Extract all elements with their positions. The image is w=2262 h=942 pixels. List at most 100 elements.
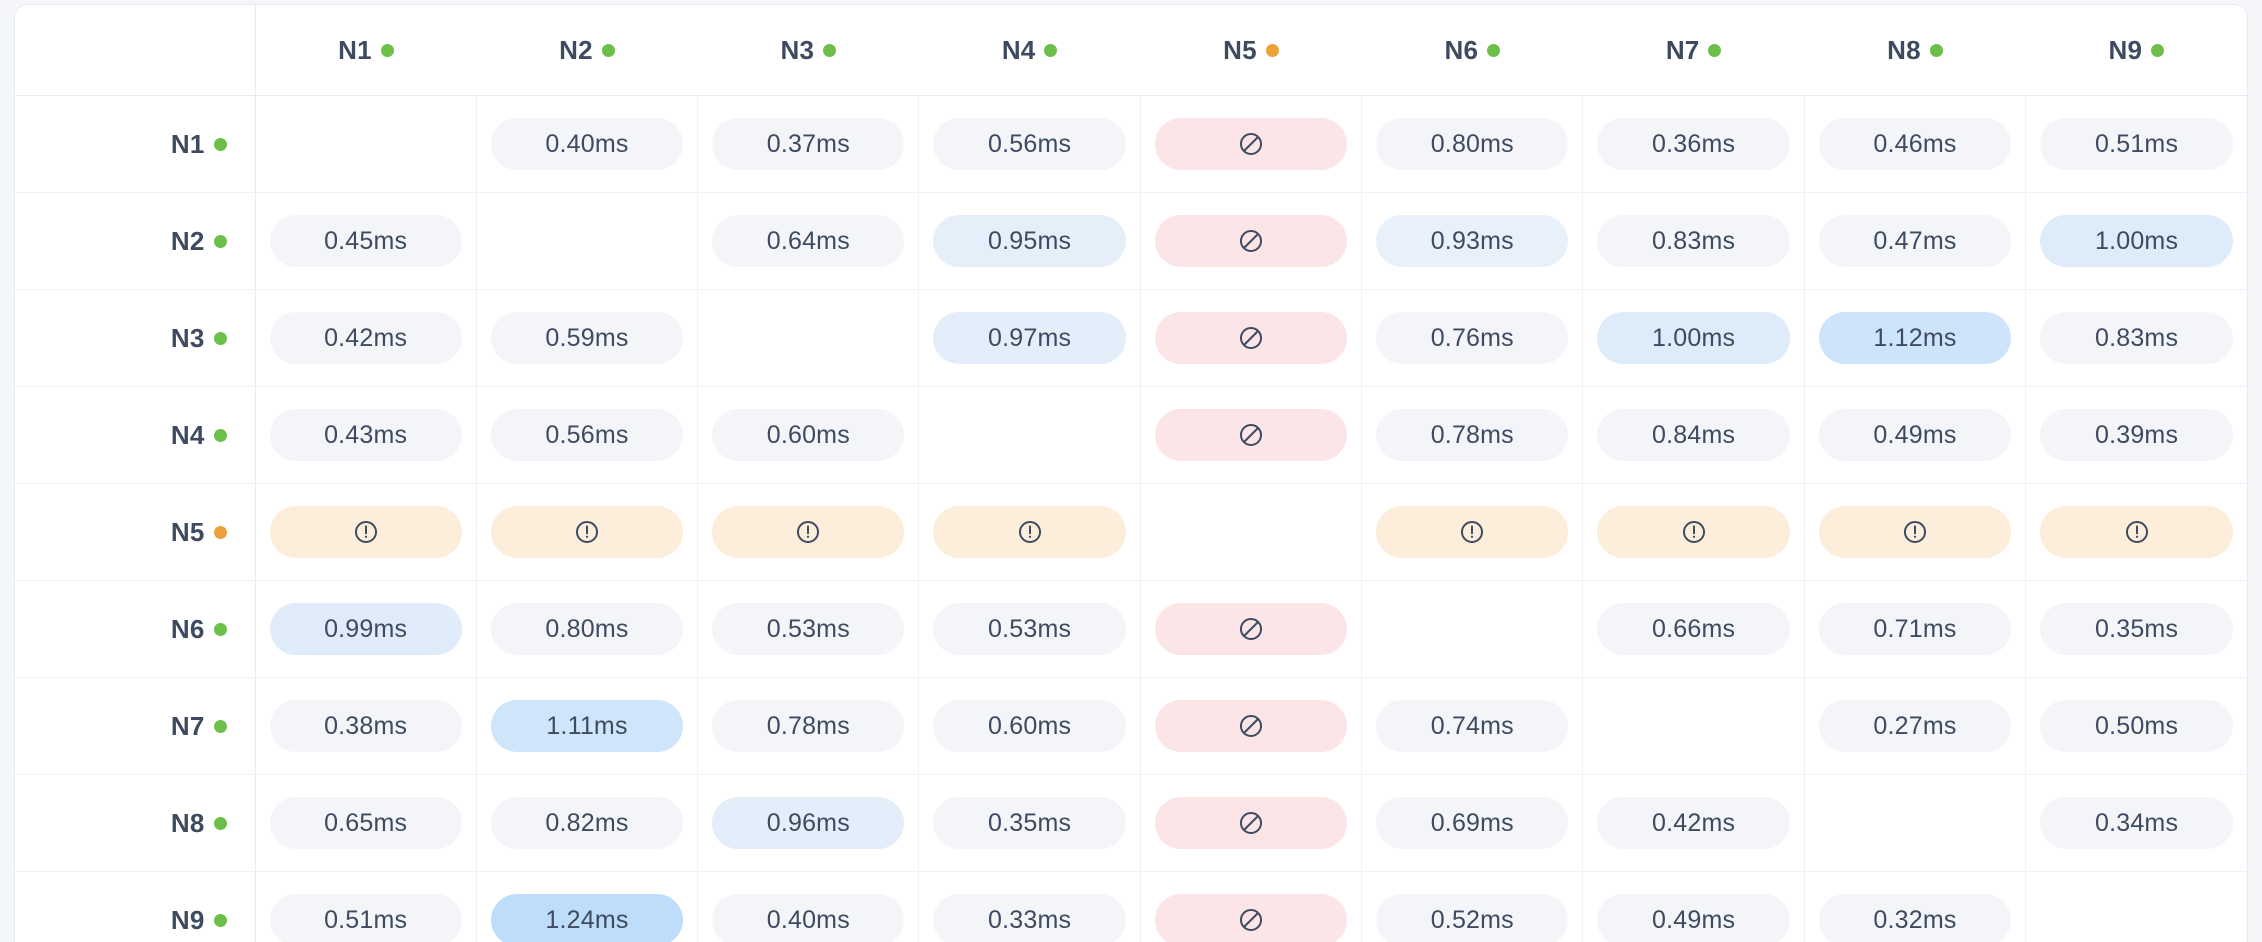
matrix-cell[interactable]: 0.59ms: [476, 289, 699, 387]
matrix-cell[interactable]: [1140, 289, 1363, 387]
matrix-cell[interactable]: [2025, 483, 2247, 581]
matrix-cell[interactable]: 0.50ms: [2025, 677, 2247, 775]
matrix-cell[interactable]: 0.38ms: [255, 677, 477, 775]
column-header-n2[interactable]: N2: [476, 5, 698, 96]
matrix-cell[interactable]: 0.78ms: [1361, 386, 1584, 484]
matrix-cell[interactable]: [697, 483, 920, 581]
matrix-cell[interactable]: [255, 483, 477, 581]
column-header-n4[interactable]: N4: [918, 5, 1141, 96]
row-header-n3[interactable]: N3: [15, 289, 256, 387]
matrix-cell[interactable]: 0.43ms: [255, 386, 477, 484]
matrix-cell[interactable]: [1140, 871, 1363, 942]
matrix-cell[interactable]: 0.96ms: [697, 774, 920, 872]
matrix-cell[interactable]: 0.42ms: [255, 289, 477, 387]
matrix-cell[interactable]: 0.82ms: [476, 774, 699, 872]
row-header-n6[interactable]: N6: [15, 580, 256, 678]
latency-matrix-card: N1 N2 N3 N4 N5 N6 N7 N8 N9 N1 0.40ms 0.37ms 0.56ms 0…: [14, 4, 2248, 942]
matrix-cell[interactable]: 0.83ms: [1582, 192, 1805, 290]
matrix-cell[interactable]: 0.71ms: [1804, 580, 2027, 678]
matrix-cell[interactable]: 0.69ms: [1361, 774, 1584, 872]
matrix-cell[interactable]: [476, 483, 699, 581]
matrix-cell[interactable]: 0.35ms: [918, 774, 1141, 872]
matrix-cell[interactable]: 0.53ms: [697, 580, 920, 678]
matrix-cell[interactable]: 0.56ms: [476, 386, 699, 484]
column-header-n7[interactable]: N7: [1582, 5, 1805, 96]
matrix-cell[interactable]: 0.37ms: [697, 95, 920, 193]
row-header-n1[interactable]: N1: [15, 95, 256, 193]
matrix-cell[interactable]: 0.32ms: [1804, 871, 2027, 942]
matrix-cell[interactable]: 0.45ms: [255, 192, 477, 290]
matrix-cell[interactable]: 1.24ms: [476, 871, 699, 942]
matrix-cell[interactable]: [1804, 483, 2027, 581]
matrix-cell[interactable]: 0.60ms: [697, 386, 920, 484]
matrix-cell[interactable]: 0.74ms: [1361, 677, 1584, 775]
column-header-n3[interactable]: N3: [697, 5, 919, 96]
warning-icon: [1016, 518, 1044, 546]
matrix-cell[interactable]: 0.84ms: [1582, 386, 1805, 484]
row-header-n5[interactable]: N5: [15, 483, 256, 581]
matrix-cell[interactable]: 0.42ms: [1582, 774, 1805, 872]
matrix-cell[interactable]: 0.65ms: [255, 774, 477, 872]
row-header-n9[interactable]: N9: [15, 871, 256, 942]
matrix-cell[interactable]: 0.99ms: [255, 580, 477, 678]
column-header-n1[interactable]: N1: [255, 5, 477, 96]
matrix-cell[interactable]: [1140, 677, 1363, 775]
matrix-cell[interactable]: 1.11ms: [476, 677, 699, 775]
matrix-cell[interactable]: 0.51ms: [255, 871, 477, 942]
matrix-cell[interactable]: 0.51ms: [2025, 95, 2247, 193]
matrix-cell[interactable]: 1.12ms: [1804, 289, 2027, 387]
matrix-cell[interactable]: 1.00ms: [2025, 192, 2247, 290]
latency-value: 0.59ms: [545, 323, 629, 352]
matrix-cell[interactable]: 0.76ms: [1361, 289, 1584, 387]
matrix-cell[interactable]: 0.53ms: [918, 580, 1141, 678]
matrix-cell[interactable]: 0.47ms: [1804, 192, 2027, 290]
matrix-cell[interactable]: [1582, 483, 1805, 581]
matrix-cell[interactable]: 0.83ms: [2025, 289, 2247, 387]
matrix-cell[interactable]: [1361, 483, 1584, 581]
matrix-cell[interactable]: 0.80ms: [1361, 95, 1584, 193]
matrix-cell[interactable]: 0.46ms: [1804, 95, 2027, 193]
matrix-cell-self: [476, 192, 699, 290]
matrix-cell[interactable]: 0.80ms: [476, 580, 699, 678]
matrix-cell[interactable]: [1140, 774, 1363, 872]
matrix-cell[interactable]: [1140, 386, 1363, 484]
column-header-n5[interactable]: N5: [1140, 5, 1362, 96]
blocked-pill: [1154, 700, 1348, 752]
matrix-cell[interactable]: 0.40ms: [476, 95, 699, 193]
matrix-cell[interactable]: 0.97ms: [918, 289, 1141, 387]
matrix-cell[interactable]: 0.49ms: [1804, 386, 2027, 484]
matrix-cell[interactable]: 0.60ms: [918, 677, 1141, 775]
matrix-cell[interactable]: 0.40ms: [697, 871, 920, 942]
column-header-n9[interactable]: N9: [2025, 5, 2247, 96]
matrix-cell[interactable]: 0.34ms: [2025, 774, 2247, 872]
latency-pill: 0.37ms: [712, 118, 905, 170]
matrix-cell[interactable]: [1140, 580, 1363, 678]
matrix-cell[interactable]: 0.93ms: [1361, 192, 1584, 290]
matrix-cell[interactable]: 1.00ms: [1582, 289, 1805, 387]
matrix-cell[interactable]: 0.52ms: [1361, 871, 1584, 942]
matrix-cell[interactable]: [1140, 95, 1363, 193]
column-header-n6[interactable]: N6: [1361, 5, 1583, 96]
matrix-cell[interactable]: 0.64ms: [697, 192, 920, 290]
row-status-dot-icon: [213, 525, 227, 539]
matrix-cell[interactable]: 0.27ms: [1804, 677, 2027, 775]
matrix-cell[interactable]: 0.36ms: [1582, 95, 1805, 193]
matrix-cell[interactable]: 0.95ms: [918, 192, 1141, 290]
matrix-cell[interactable]: 0.56ms: [918, 95, 1141, 193]
matrix-cell[interactable]: 0.49ms: [1582, 871, 1805, 942]
matrix-cell[interactable]: 0.39ms: [2025, 386, 2247, 484]
matrix-cell[interactable]: 0.35ms: [2025, 580, 2247, 678]
latency-pill: 1.00ms: [2040, 215, 2233, 267]
latency-value: 1.24ms: [545, 905, 629, 934]
latency-value: 0.43ms: [324, 420, 408, 449]
row-header-n4[interactable]: N4: [15, 386, 256, 484]
row-header-n2[interactable]: N2: [15, 192, 256, 290]
row-header-n8[interactable]: N8: [15, 774, 256, 872]
matrix-cell[interactable]: [1140, 192, 1363, 290]
matrix-cell[interactable]: 0.66ms: [1582, 580, 1805, 678]
row-header-n7[interactable]: N7: [15, 677, 256, 775]
matrix-cell[interactable]: [918, 483, 1141, 581]
column-header-n8[interactable]: N8: [1804, 5, 2026, 96]
matrix-cell[interactable]: 0.33ms: [918, 871, 1141, 942]
matrix-cell[interactable]: 0.78ms: [697, 677, 920, 775]
